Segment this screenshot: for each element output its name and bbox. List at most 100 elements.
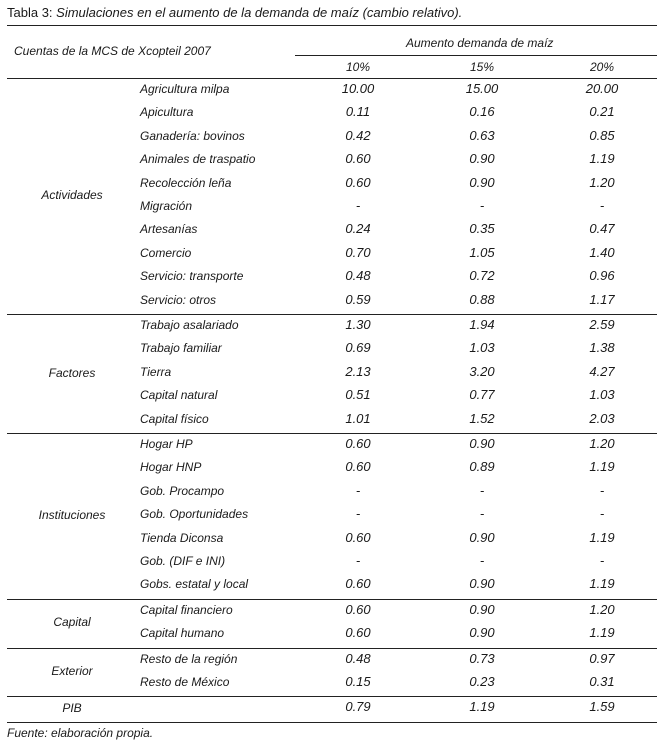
value-cell: 1.01 xyxy=(345,410,371,426)
value-cell: 0.77 xyxy=(469,387,495,403)
value-cell: 0.69 xyxy=(345,340,371,356)
value-cell: 1.19 xyxy=(469,699,495,715)
group-rule xyxy=(7,314,657,315)
value-cell: 0.48 xyxy=(345,650,371,666)
value-cell: 0.63 xyxy=(469,127,495,143)
value-cell: 0.60 xyxy=(345,529,371,545)
value-cell: 0.90 xyxy=(469,576,495,592)
value-cell: 0.11 xyxy=(345,104,371,120)
value-cell: 0.90 xyxy=(469,151,495,167)
table-row: Capital financiero 0.60 0.90 1.20 xyxy=(0,600,664,623)
value-cell: 0.90 xyxy=(469,174,495,190)
table-row: Trabajo asalariado 1.30 1.94 2.59 xyxy=(0,315,664,338)
value-cell: 0.35 xyxy=(469,221,495,237)
row-label: Migración xyxy=(140,199,193,213)
value-cell: 0.60 xyxy=(345,174,371,190)
row-label: Tienda Diconsa xyxy=(140,530,224,545)
value-cell: 0.90 xyxy=(469,436,495,451)
value-cell: 1.19 xyxy=(589,625,615,641)
row-label: Ganadería: bovinos xyxy=(140,128,245,143)
group-rule xyxy=(7,721,657,723)
table-row: Tierra 2.13 3.20 4.27 xyxy=(0,362,664,385)
table-top-rule xyxy=(7,25,657,26)
value-cell: 0.70 xyxy=(345,244,371,260)
value-cell: 0.21 xyxy=(589,104,615,120)
group-label: Factores xyxy=(48,365,96,380)
value-cell: - xyxy=(479,553,485,568)
row-label: Capital financiero xyxy=(140,602,233,617)
value-cell: 0.85 xyxy=(589,127,615,143)
row-label: Comercio xyxy=(140,245,192,260)
value-cell: 0.96 xyxy=(589,268,615,284)
table-row: Apicultura 0.11 0.16 0.21 xyxy=(0,102,664,125)
value-cell: - xyxy=(479,482,485,498)
caption-lead: Tabla 3: xyxy=(7,5,53,20)
row-label: Trabajo asalariado xyxy=(140,318,239,332)
row-label: Hogar HP xyxy=(140,437,193,451)
value-cell: 1.20 xyxy=(589,174,615,190)
table-row: Capital físico 1.01 1.52 2.03 xyxy=(0,409,664,432)
value-cell: 0.90 xyxy=(469,529,495,545)
table-row: Recolección leña 0.60 0.90 1.20 xyxy=(0,173,664,196)
value-cell: 1.17 xyxy=(589,291,615,307)
value-cell: 10.00 xyxy=(341,81,375,96)
table-row: Ganadería: bovinos 0.42 0.63 0.85 xyxy=(0,126,664,149)
value-cell: 0.88 xyxy=(469,291,495,307)
value-cell: - xyxy=(599,482,605,498)
row-label: Capital físico xyxy=(140,411,209,426)
value-cell: 1.19 xyxy=(589,576,615,592)
table-row: Gob. (DIF e INI) - - - xyxy=(0,551,664,574)
value-cell: 1.19 xyxy=(589,529,615,545)
value-cell: 0.90 xyxy=(469,625,495,641)
value-cell: - xyxy=(479,198,485,213)
caption-text: Simulaciones en el aumento de la demanda… xyxy=(56,5,463,20)
value-cell: 2.13 xyxy=(345,363,371,379)
table-row: Tienda Diconsa 0.60 0.90 1.19 xyxy=(0,528,664,551)
value-cell: - xyxy=(355,506,361,522)
value-cell: 0.89 xyxy=(469,459,495,475)
value-cell: 0.79 xyxy=(345,699,371,715)
row-label: Resto de México xyxy=(140,675,230,689)
row-label: Gob. Procampo xyxy=(140,483,225,498)
header-bottom-rule xyxy=(7,78,657,79)
group-label: Capital xyxy=(53,615,91,630)
value-cell: 1.38 xyxy=(589,340,615,356)
value-cell: 1.03 xyxy=(469,340,495,356)
header-span-rule xyxy=(295,55,657,56)
table-row: Servicio: transporte 0.48 0.72 0.96 xyxy=(0,266,664,289)
value-cell: - xyxy=(355,482,361,498)
table-row: 0.79 1.19 1.59 xyxy=(0,697,664,720)
table-row: Comercio 0.70 1.05 1.40 xyxy=(0,243,664,266)
value-cell: 0.60 xyxy=(345,151,371,167)
value-cell: 1.52 xyxy=(469,410,495,426)
value-cell: 0.60 xyxy=(345,459,371,475)
value-cell: 0.24 xyxy=(345,221,371,237)
table-row: Artesanías 0.24 0.35 0.47 xyxy=(0,219,664,242)
value-cell: - xyxy=(355,198,361,213)
row-label: Apicultura xyxy=(140,105,194,120)
table-row: Capital natural 0.51 0.77 1.03 xyxy=(0,385,664,408)
group-rule xyxy=(7,696,657,698)
value-cell: 0.48 xyxy=(345,268,371,284)
table-row: Gob. Procampo - - - xyxy=(0,481,664,504)
table-source: Fuente: elaboración propia. xyxy=(7,726,154,740)
table-row: Servicio: otros 0.59 0.88 1.17 xyxy=(0,290,664,313)
group-rule xyxy=(7,647,657,649)
value-cell: 1.20 xyxy=(589,436,615,451)
row-label: Recolección leña xyxy=(140,175,232,190)
table-row: Animales de traspatio 0.60 0.90 1.19 xyxy=(0,149,664,172)
value-cell: 0.60 xyxy=(345,436,371,451)
group-label: Exterior xyxy=(51,664,93,678)
table-row: Migración - - - xyxy=(0,196,664,219)
value-cell: 15.00 xyxy=(465,81,499,96)
row-label: Capital natural xyxy=(140,388,218,403)
value-cell: 0.60 xyxy=(345,601,371,617)
table-caption: Tabla 3: Simulaciones en el aumento de l… xyxy=(7,5,462,20)
group-label: PIB xyxy=(62,701,82,716)
row-label: Gobs. estatal y local xyxy=(140,577,249,592)
row-label: Hogar HNP xyxy=(140,460,202,475)
value-cell: 1.20 xyxy=(589,601,615,617)
value-cell: - xyxy=(479,506,485,522)
value-cell: 1.59 xyxy=(589,699,615,715)
value-cell: 0.47 xyxy=(589,221,615,237)
